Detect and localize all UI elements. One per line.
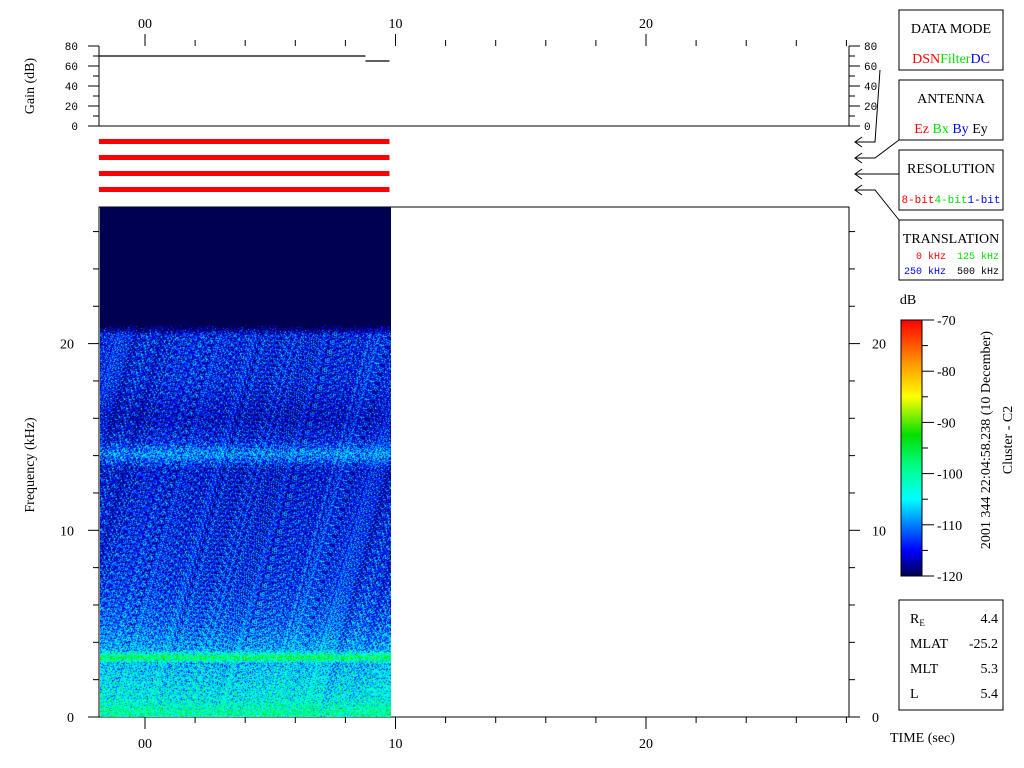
colorbar-label: dB — [900, 293, 916, 308]
status-bar — [98, 139, 390, 144]
colorbar-tick-label: -100 — [937, 468, 963, 483]
status-bar — [98, 187, 390, 192]
gain-axis-label: Gain (dB) — [23, 57, 38, 114]
orbit-info-subscript: E — [919, 618, 925, 628]
gain-tick-label-right: 40 — [864, 82, 877, 94]
gain-tick-label-right: 60 — [864, 62, 877, 74]
orbit-info-name: R — [910, 612, 920, 627]
orbit-info-name: L — [910, 687, 919, 702]
freq-tick-label-right: 20 — [872, 338, 886, 353]
freq-tick-label-right: 0 — [872, 711, 879, 726]
gain-tick-label-right: 80 — [864, 42, 877, 54]
legend-item: DSN — [912, 52, 940, 67]
legend-pointer-arrow — [854, 184, 900, 221]
orbit-info-value: -25.2 — [969, 637, 998, 652]
resolution-title: RESOLUTION — [907, 162, 995, 177]
spacecraft-label: Cluster - C2 — [1001, 406, 1016, 474]
legend-pointer-arrow — [854, 139, 900, 164]
data-mode-box — [898, 9, 1004, 71]
legend-item: 1-bit — [968, 195, 1001, 207]
data-mode-title: DATA MODE — [911, 22, 991, 37]
legend-pointer-arrow — [854, 69, 881, 148]
gain-tick-label-right: 20 — [864, 102, 877, 114]
time-tick-label-bottom: 20 — [639, 737, 653, 752]
spectrogram-frame — [98, 206, 850, 718]
legend-item: DC — [970, 52, 989, 67]
antenna-title: ANTENNA — [917, 92, 986, 107]
colorbar-tick-label: -70 — [937, 314, 956, 329]
legend-item: 8-bit — [901, 195, 934, 207]
orbit-info-label: MLT — [910, 662, 939, 677]
spectrogram-heatmap — [100, 207, 391, 717]
legend-item: Ey — [972, 122, 988, 137]
time-axis-label: TIME (sec) — [890, 731, 955, 746]
gain-panel-frame — [98, 45, 850, 127]
legend-item: 4-bit — [934, 195, 967, 207]
status-bar — [98, 171, 390, 176]
freq-tick-label: 10 — [60, 524, 74, 539]
time-tick-label-bottom: 00 — [138, 737, 152, 752]
gain-tick-label-right: 0 — [864, 122, 871, 134]
gain-tick-label: 0 — [71, 122, 78, 134]
orbit-info-name: MLT — [910, 662, 939, 677]
gain-tick-label: 20 — [65, 102, 78, 114]
orbit-info-label: L — [910, 687, 919, 702]
translation-title: TRANSLATION — [903, 232, 999, 247]
timestamp-label: 2001 344 22:04:58.238 (10 December) — [979, 331, 994, 549]
resolution-box — [898, 149, 1004, 211]
legend-item: By — [952, 122, 968, 137]
legend-pointer-arrow — [854, 168, 899, 180]
gain-tick-label: 60 — [65, 62, 78, 74]
legend-item: 0 kHz — [916, 251, 946, 263]
resolution-items: 8-bit4-bit1-bit — [901, 195, 1000, 207]
freq-axis-label: Frequency (kHz) — [23, 417, 38, 513]
orbit-info-label: MLAT — [910, 637, 949, 652]
status-bar — [98, 155, 390, 160]
time-tick-label-top: 20 — [639, 17, 653, 32]
legend-item: Ez — [914, 122, 929, 137]
orbit-info-value: 5.3 — [981, 662, 999, 677]
data_mode-items: DSNFilterDC — [912, 52, 990, 67]
colorbar-tick-label: -110 — [937, 519, 962, 534]
orbit-info-label: RE — [910, 612, 925, 628]
colorbar-tick-label: -90 — [937, 416, 956, 431]
legend-item: 125 kHz — [957, 251, 999, 263]
antenna-box — [898, 79, 1004, 141]
time-tick-label-top: 00 — [138, 17, 152, 32]
orbit-info-name: MLAT — [910, 637, 949, 652]
orbit-info-box — [898, 599, 1004, 711]
freq-tick-label-right: 10 — [872, 524, 886, 539]
orbit-info-value: 4.4 — [981, 612, 999, 627]
gain-tick-label: 80 — [65, 42, 78, 54]
legend-item: Filter — [940, 52, 971, 67]
colorbar-tick-label: -80 — [937, 365, 956, 380]
gain-tick-label: 40 — [65, 82, 78, 94]
orbit-info-value: 5.4 — [981, 687, 999, 702]
antenna-items: Ez Bx By Ey — [914, 122, 988, 137]
colorbar-tick-label: -120 — [937, 570, 963, 585]
legend-item: Bx — [933, 122, 949, 137]
time-tick-label-bottom: 10 — [389, 737, 403, 752]
time-tick-label-top: 10 — [389, 17, 403, 32]
freq-tick-label: 0 — [67, 711, 74, 726]
freq-tick-label: 20 — [60, 338, 74, 353]
legend-item: 250 kHz — [904, 266, 946, 278]
colorbar — [900, 319, 923, 577]
legend-item: 500 kHz — [957, 266, 999, 278]
translation-box — [898, 219, 1004, 281]
